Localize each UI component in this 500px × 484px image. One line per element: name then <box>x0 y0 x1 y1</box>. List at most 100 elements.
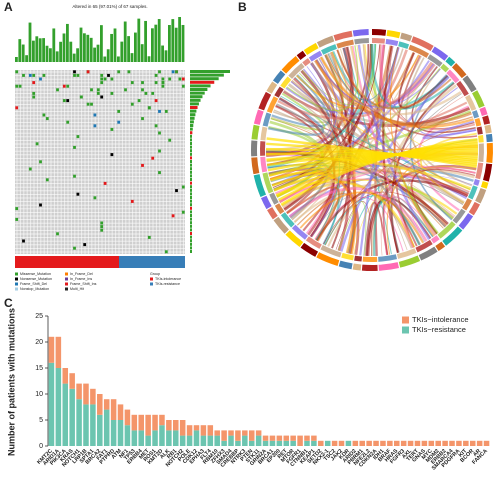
bar-segment <box>242 435 248 446</box>
oncoplot-cell <box>15 84 19 88</box>
gene-bar <box>190 188 192 192</box>
x-tick-label: NF1 <box>118 448 130 460</box>
oncoplot-cell <box>158 70 161 74</box>
bar-segment <box>483 440 490 446</box>
bar-segment <box>103 409 110 446</box>
bar-segment <box>283 440 290 446</box>
bar-segment <box>304 440 310 446</box>
outer-arc <box>272 70 286 84</box>
outer-arc <box>285 230 304 247</box>
outer-arc <box>479 106 488 117</box>
oncoplot-cell <box>161 81 165 85</box>
legend-swatch <box>65 272 68 276</box>
oncoplot-cell <box>141 88 144 92</box>
oncoplot-cell <box>130 102 134 106</box>
bar-segment <box>221 440 227 446</box>
gene-bar <box>190 214 192 217</box>
inner-arc <box>476 126 483 135</box>
inner-arc <box>437 221 456 239</box>
inner-arc <box>269 192 279 205</box>
sample-bar <box>72 53 76 62</box>
sample-bar <box>59 41 62 62</box>
bar-segment <box>200 435 207 446</box>
bar-segment <box>173 430 179 446</box>
outer-arc <box>411 36 434 52</box>
inner-arc <box>262 172 274 194</box>
bar-segment <box>449 440 455 446</box>
gene-bar <box>190 239 192 243</box>
oncoplot-cell <box>164 109 168 113</box>
outer-arc <box>253 174 267 197</box>
oncoplot-cell <box>103 77 107 81</box>
oncoplot-cell <box>171 70 175 74</box>
bar-segment <box>97 394 103 415</box>
oncoplot-cell <box>110 127 114 131</box>
sample-bar <box>120 41 124 62</box>
bar-segment <box>124 409 131 426</box>
bar-segment <box>124 425 131 446</box>
legend-swatch <box>15 282 18 286</box>
chord <box>286 186 340 242</box>
bar-segment <box>214 430 220 436</box>
oncoplot-cell <box>175 189 178 193</box>
bar-segment <box>421 440 428 446</box>
bar-segment <box>463 440 469 446</box>
gene-bar <box>190 145 192 149</box>
inner-arc <box>341 252 354 261</box>
chord <box>294 54 420 223</box>
outer-arc <box>352 29 369 37</box>
legend-label: TKIs-resistance <box>155 282 180 286</box>
sample-bar <box>151 28 154 62</box>
bar-segment <box>69 388 75 446</box>
oncoplot-cell <box>28 73 32 77</box>
oncoplot-cell <box>154 124 158 128</box>
bar-segment <box>476 440 483 446</box>
bar-segment <box>159 425 165 446</box>
outer-arc <box>251 157 260 175</box>
oncoplot-cell <box>32 73 36 77</box>
oncoplot-cell <box>45 178 49 182</box>
outer-arc <box>296 50 307 60</box>
outer-arc <box>482 115 491 125</box>
y-tick-label: 5 <box>39 417 43 424</box>
oncoplot-cell <box>110 77 114 81</box>
bar-segment <box>435 440 441 446</box>
inner-arc <box>446 69 460 84</box>
legend-label: In_Frame_Del <box>70 272 93 276</box>
bar-segment <box>62 383 69 446</box>
oncoplot-cell <box>66 120 70 124</box>
bar-segment <box>138 414 144 431</box>
outer-arc <box>484 124 492 134</box>
inner-arc <box>260 126 268 141</box>
oncoplot-cell <box>83 243 87 247</box>
oncoplot-cell <box>76 192 80 196</box>
gene-bar <box>190 210 192 214</box>
oncoplot-cell <box>76 135 80 139</box>
oncoplot-cell <box>181 77 185 81</box>
inner-arc <box>462 198 472 211</box>
sample-bar <box>42 38 45 62</box>
oncoplot-cell <box>151 91 155 95</box>
sample-bar <box>174 27 178 62</box>
outer-arc <box>398 255 421 268</box>
sample-bar <box>83 33 86 62</box>
inner-arc <box>385 38 399 46</box>
oncoplot-cell <box>93 124 97 128</box>
bar-segment <box>110 420 117 446</box>
y-tick-label: 10 <box>35 391 43 398</box>
chord <box>353 166 477 255</box>
sample-bar <box>62 33 66 62</box>
gene-bar <box>190 131 193 135</box>
bar-segment <box>179 435 186 446</box>
outer-arc <box>418 246 438 261</box>
gene-bar <box>190 163 192 167</box>
y-tick-label: 0 <box>39 443 43 450</box>
sample-bar <box>168 25 171 62</box>
sample-bar <box>117 56 120 62</box>
chord <box>357 44 431 240</box>
bar-segment <box>131 414 138 431</box>
gene-bar <box>190 116 195 120</box>
bar-segment <box>297 435 303 446</box>
inner-arc <box>266 96 279 114</box>
gene-bar <box>190 174 192 178</box>
